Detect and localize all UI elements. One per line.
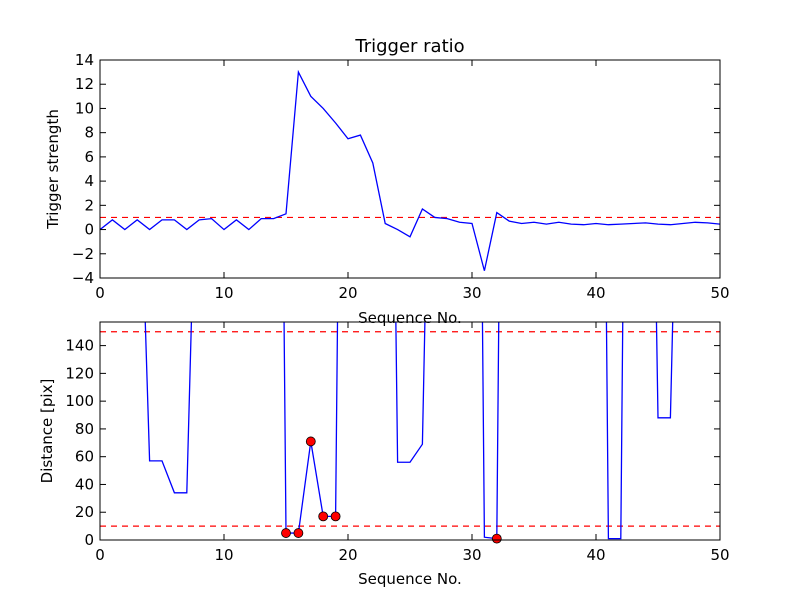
x-tick-label: 20 — [338, 284, 357, 302]
series-line — [395, 322, 426, 463]
chart-title: Trigger ratio — [354, 36, 464, 57]
plot-area — [100, 322, 720, 544]
y-axis-ticks: −4 −2 0 2 4 6 8 10 12 14 — [72, 51, 720, 287]
y-tick-label: 14 — [75, 51, 94, 69]
y-axis-ticks: 0 20 40 60 80 100 120 140 — [65, 337, 720, 549]
data-point-marker — [491, 533, 502, 544]
y-tick-label: −4 — [72, 269, 94, 287]
y-tick-label: 0 — [84, 531, 94, 549]
trigger-ratio-chart: Trigger ratio 0 10 20 30 40 50 −4 −2 0 2 4 6 8 10 12 1… — [44, 36, 730, 327]
series-line — [605, 322, 624, 540]
x-tick-label: 40 — [586, 284, 605, 302]
series-line — [144, 322, 193, 494]
plot-area — [100, 69, 720, 271]
y-tick-label: 40 — [75, 475, 94, 493]
y-tick-label: 140 — [65, 337, 94, 355]
plot-frame — [99, 59, 721, 279]
x-axis-ticks: 0 10 20 30 40 50 — [95, 60, 730, 302]
y-tick-label: 20 — [75, 503, 94, 521]
y-tick-label: 2 — [84, 196, 94, 214]
series-line — [655, 322, 674, 419]
y-tick-label: 120 — [65, 364, 94, 382]
x-tick-label: 50 — [710, 284, 729, 302]
series-line — [481, 322, 500, 540]
y-axis-label: Distance [pix] — [38, 379, 56, 484]
series-line — [100, 69, 720, 271]
y-tick-label: 4 — [84, 172, 94, 190]
x-tick-label: 0 — [95, 284, 105, 302]
distance-chart: 0 10 20 30 40 50 0 20 40 60 80 100 120 140 Sequence … — [38, 321, 730, 588]
x-axis-label: Sequence No. — [358, 570, 462, 588]
data-point-marker — [305, 436, 316, 447]
x-tick-label: 10 — [214, 284, 233, 302]
y-tick-label: 100 — [65, 392, 94, 410]
y-tick-label: −2 — [72, 245, 94, 263]
data-point-marker — [293, 528, 304, 538]
x-tick-label: 30 — [462, 546, 481, 564]
plot-frame — [99, 321, 721, 541]
y-tick-label: 12 — [75, 75, 94, 93]
data-point-marker — [318, 511, 329, 522]
x-axis-label: Sequence No. — [358, 309, 462, 327]
y-tick-label: 60 — [75, 448, 94, 466]
data-point-marker — [281, 528, 291, 538]
y-tick-label: 80 — [75, 420, 94, 438]
y-tick-label: 0 — [84, 221, 94, 239]
x-tick-label: 30 — [462, 284, 481, 302]
series-line — [283, 322, 339, 534]
y-tick-label: 6 — [84, 148, 94, 166]
y-axis-label: Trigger strength — [44, 109, 62, 230]
y-tick-label: 10 — [75, 99, 94, 117]
x-tick-label: 10 — [214, 546, 233, 564]
x-tick-label: 0 — [95, 546, 105, 564]
x-tick-label: 20 — [338, 546, 357, 564]
x-tick-label: 40 — [586, 546, 605, 564]
y-tick-label: 8 — [84, 124, 94, 142]
x-tick-label: 50 — [710, 546, 729, 564]
x-axis-ticks: 0 10 20 30 40 50 — [95, 322, 730, 564]
data-point-marker — [330, 511, 341, 522]
